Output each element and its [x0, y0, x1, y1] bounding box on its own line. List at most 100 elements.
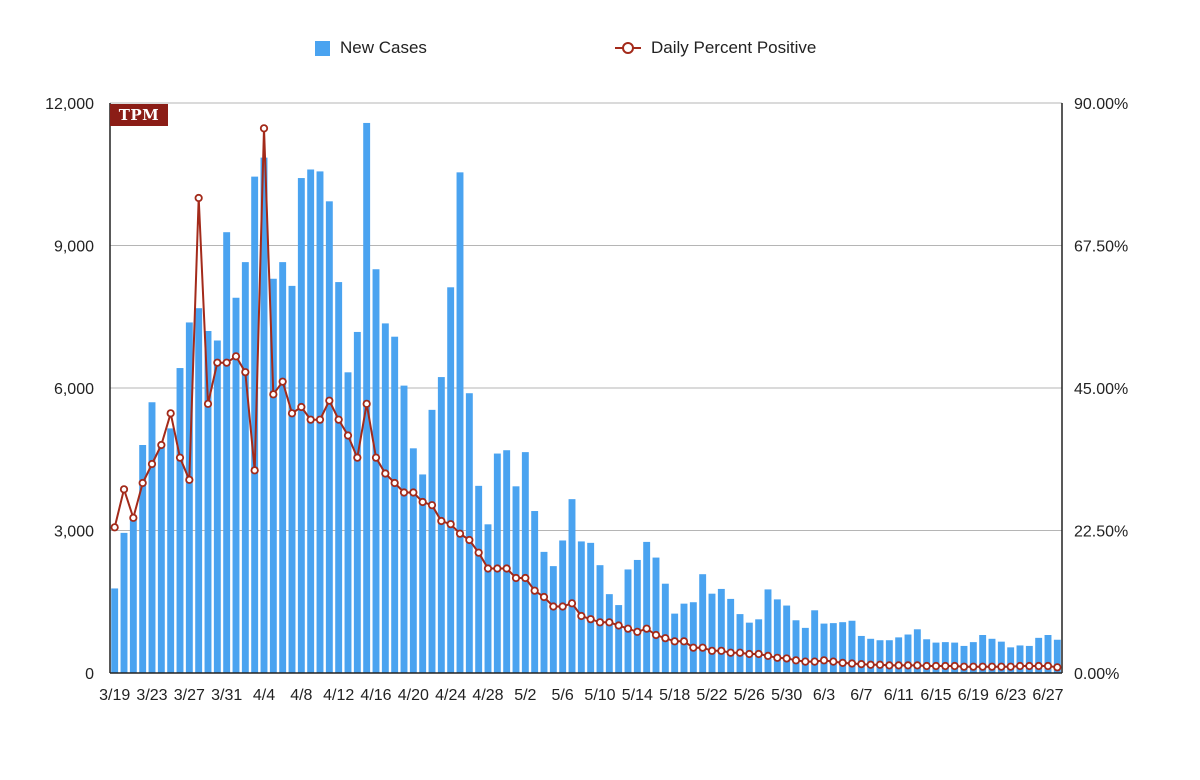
bar — [484, 524, 492, 673]
line-point — [399, 488, 409, 497]
line-point — [213, 358, 222, 367]
bar — [941, 642, 949, 673]
bar — [615, 605, 623, 673]
bar — [381, 323, 389, 673]
x-tick-label: 6/23 — [995, 687, 1026, 704]
y-right-tick-label: 22.50% — [1074, 524, 1128, 541]
bar — [876, 640, 884, 673]
x-tick-label: 4/28 — [472, 687, 503, 704]
bar — [727, 598, 735, 673]
bar — [419, 474, 427, 673]
line-point — [913, 661, 922, 670]
bar — [344, 372, 352, 673]
x-tick-label: 3/31 — [211, 687, 242, 704]
bar — [587, 542, 595, 673]
line-point — [1006, 662, 1015, 671]
line-point — [978, 662, 987, 671]
bar — [241, 262, 249, 673]
x-tick-label: 5/30 — [771, 687, 802, 704]
line-point — [549, 602, 558, 611]
x-tick-label: 6/3 — [813, 687, 835, 704]
legend-label-new-cases: New Cases — [340, 38, 427, 57]
bar — [1053, 639, 1061, 673]
y-left-tick-label: 0 — [85, 666, 94, 683]
y-right-tick-label: 90.00% — [1074, 96, 1128, 113]
line-point — [614, 621, 623, 630]
x-tick-label: 5/22 — [696, 687, 727, 704]
bar — [1016, 645, 1024, 673]
bar — [325, 201, 333, 673]
line-point — [427, 501, 437, 510]
y-left-tick-label: 3,000 — [54, 524, 94, 541]
bar — [400, 385, 408, 673]
line-point — [698, 643, 707, 652]
line-point — [409, 488, 418, 497]
line-point — [269, 390, 278, 399]
bar — [745, 622, 753, 673]
line-point — [362, 399, 371, 408]
line-point — [371, 453, 381, 462]
bar — [951, 642, 959, 673]
line-point — [194, 193, 203, 203]
bar — [605, 594, 613, 673]
line-point — [455, 529, 465, 538]
bar — [811, 610, 819, 673]
line-point — [670, 637, 679, 646]
bar — [335, 282, 343, 673]
line-point — [493, 564, 502, 573]
y-right-tick-label: 45.00% — [1074, 381, 1128, 398]
bar — [820, 623, 828, 673]
bar — [372, 269, 380, 673]
x-tick-label: 6/27 — [1032, 687, 1063, 704]
bar — [717, 588, 725, 673]
line-point — [157, 440, 166, 450]
bar — [839, 622, 847, 673]
line-point — [689, 643, 698, 652]
line-point — [418, 497, 427, 507]
line-point — [119, 485, 129, 494]
y-left-tick-label: 6,000 — [54, 381, 94, 398]
bar — [363, 122, 371, 673]
line-point — [801, 657, 810, 666]
x-tick-label: 5/26 — [734, 687, 765, 704]
line-point — [315, 415, 325, 424]
bar — [633, 559, 641, 673]
bar — [1035, 637, 1043, 673]
line-point — [297, 402, 306, 412]
bar — [213, 340, 221, 673]
bar — [111, 588, 119, 673]
bar — [848, 620, 856, 673]
bar — [195, 308, 203, 673]
line-point — [773, 653, 782, 662]
x-tick-label: 6/7 — [850, 687, 872, 704]
line-point — [203, 399, 213, 408]
line-point — [922, 661, 931, 671]
line-point — [577, 611, 586, 621]
line-point — [1034, 661, 1043, 671]
x-tick-label: 3/19 — [99, 687, 130, 704]
line-point — [259, 124, 269, 133]
bar — [120, 532, 128, 673]
legend-item-percent-positive: Daily Percent Positive — [615, 38, 816, 58]
line-point — [110, 523, 119, 532]
line-point — [539, 592, 549, 602]
x-tick-label: 4/16 — [360, 687, 391, 704]
line-point — [1053, 663, 1062, 672]
line-point — [595, 618, 605, 627]
legend-item-new-cases: New Cases — [315, 38, 427, 58]
x-tick-label: 6/19 — [958, 687, 989, 704]
x-tick-label: 5/10 — [584, 687, 615, 704]
line-point — [334, 415, 343, 424]
bar — [521, 452, 529, 673]
bar — [167, 428, 175, 673]
bar — [232, 297, 240, 673]
line-point — [390, 478, 399, 488]
line-point — [997, 662, 1006, 671]
bar — [568, 499, 576, 673]
bar — [157, 445, 165, 673]
bar — [391, 336, 399, 673]
line-point — [857, 660, 866, 669]
bar — [475, 485, 483, 673]
x-tick-label: 5/18 — [659, 687, 690, 704]
x-tick-label: 3/27 — [174, 687, 205, 704]
